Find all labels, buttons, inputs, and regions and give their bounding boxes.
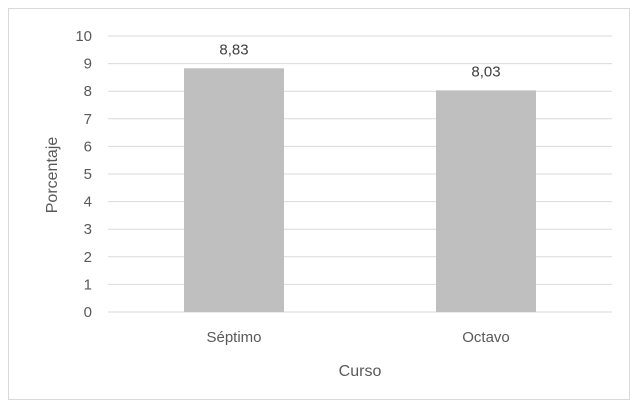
y-tick-label: 0 — [84, 304, 92, 321]
bar-1 — [436, 90, 536, 312]
y-tick-label: 4 — [84, 194, 92, 211]
data-labels: 8,83 8,03 — [219, 41, 500, 80]
y-axis-title: Porcentaje — [44, 137, 61, 214]
x-axis-title: Curso — [339, 363, 382, 380]
y-tick-label: 7 — [84, 111, 92, 128]
y-tick-label: 5 — [84, 166, 92, 183]
data-label: 8,83 — [219, 41, 248, 58]
y-tick-label: 2 — [84, 249, 92, 266]
y-tick-label: 8 — [84, 83, 92, 100]
y-axis-ticks: 0 1 2 3 4 5 6 7 8 9 10 — [75, 28, 92, 321]
y-tick-label: 3 — [84, 221, 92, 238]
y-tick-label: 6 — [84, 138, 92, 155]
bar-0 — [184, 68, 284, 313]
y-tick-label: 1 — [84, 276, 92, 293]
x-axis-ticks: Séptimo Octavo — [206, 329, 509, 346]
gridlines — [108, 35, 612, 313]
x-tick-label: Séptimo — [206, 329, 261, 346]
x-tick-label: Octavo — [462, 329, 510, 346]
y-tick-label: 9 — [84, 56, 92, 73]
y-tick-label: 10 — [75, 28, 92, 45]
data-label: 8,03 — [471, 63, 500, 80]
bars — [184, 68, 536, 313]
